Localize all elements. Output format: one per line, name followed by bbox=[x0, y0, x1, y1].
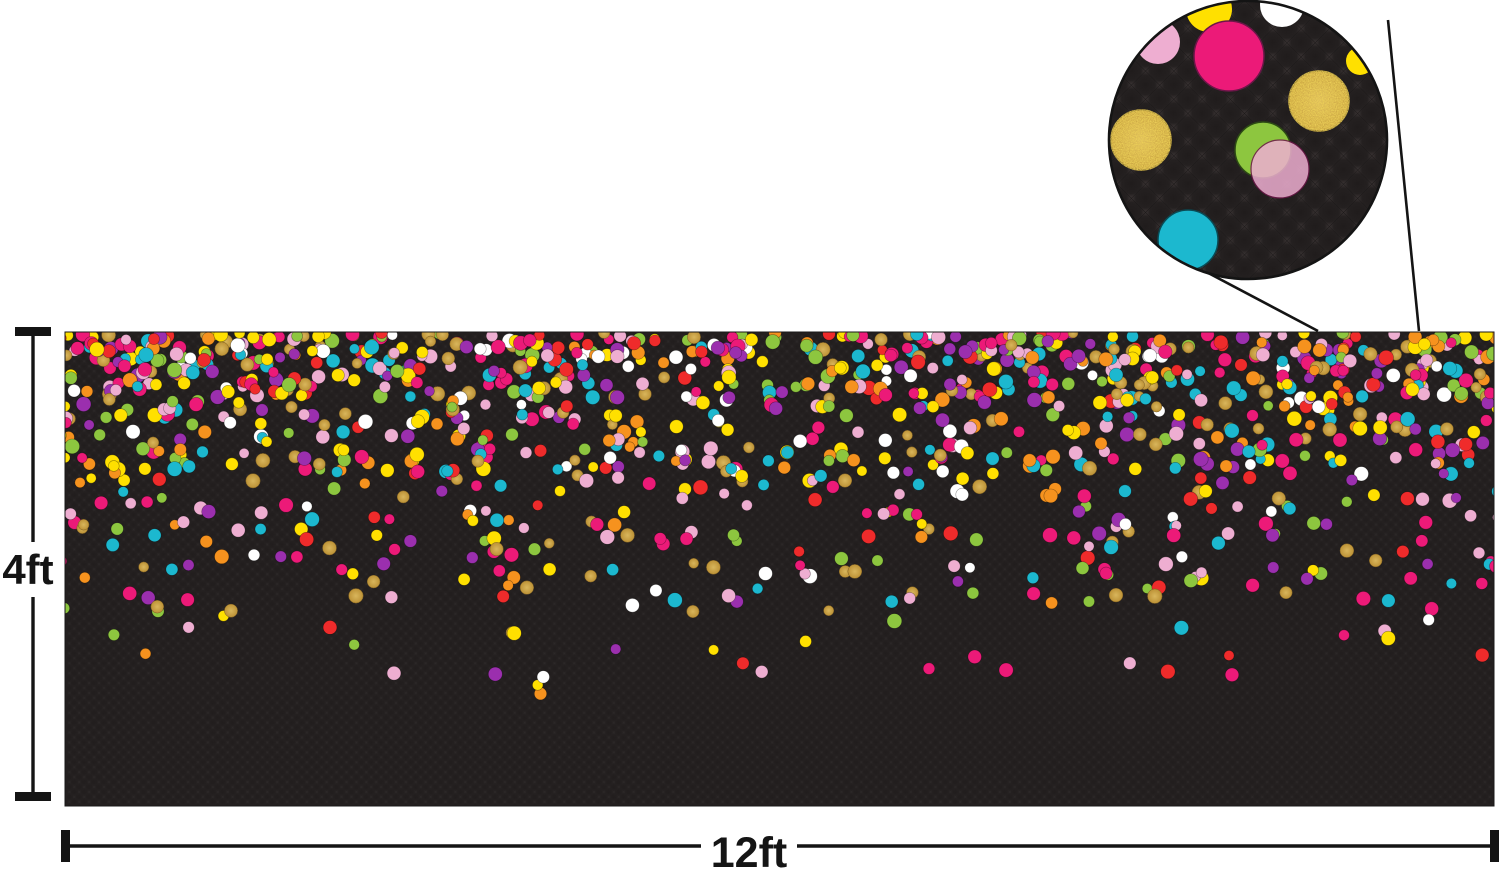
svg-text:4ft: 4ft bbox=[2, 546, 53, 593]
svg-text:12ft: 12ft bbox=[711, 829, 787, 877]
